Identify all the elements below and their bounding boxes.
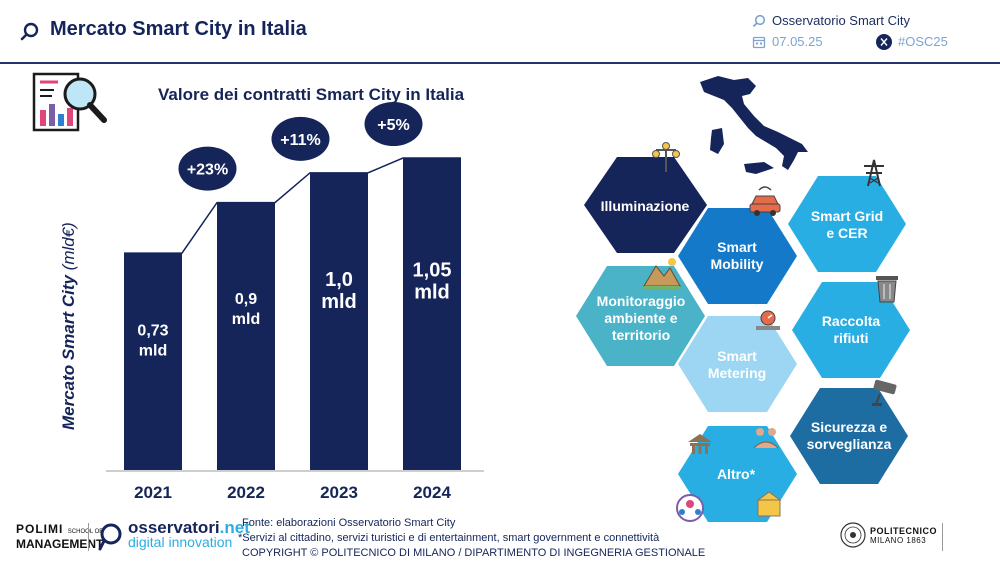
sector-label: Smart Mobility (711, 239, 764, 272)
header-date: 07.05.25 (772, 34, 823, 49)
y-axis-label-main: Mercato Smart City (59, 274, 78, 430)
chart-title: Valore dei contratti Smart City in Itali… (158, 85, 465, 104)
header-org: Osservatorio Smart City (772, 13, 910, 28)
sector-hexagons: Illuminazione Smart Mobility Smart Grid e … (576, 142, 910, 522)
osservatori-sub: digital innovation (128, 534, 233, 550)
sector-smart-metering: Smart Metering (678, 316, 797, 412)
polimi-line1: POLIMI (16, 522, 64, 536)
bar-2021 (124, 253, 182, 470)
page-title: Mercato Smart City in Italia (50, 18, 307, 40)
trend-line (124, 157, 461, 254)
y-axis-label: Mercato Smart City (mld€) (59, 222, 78, 430)
sector-label: Altro* (717, 466, 756, 482)
sector-label: Illuminazione (601, 198, 690, 214)
footer-separator (88, 523, 89, 551)
politecnico-logo: POLITECNICO MILANO 1863 (870, 526, 937, 546)
sector-sicurezza: Sicurezza e sorveglianza (790, 388, 908, 484)
footer-separator-right (942, 523, 943, 551)
y-axis-label-unit: (mld€) (59, 222, 78, 270)
cctv-camera-icon (872, 379, 897, 406)
sector-label: Smart Grid e CER (811, 208, 883, 241)
x-logo-icon (876, 34, 892, 50)
bar-chart: Mercato Smart City (mld€) 0,73 mld 2021 0,9… (59, 102, 484, 502)
footer-source: Fonte: elaborazioni Osservatorio Smart C… (242, 517, 456, 529)
sector-raccolta-rifiuti: Raccolta rifiuti (792, 282, 910, 378)
bar-2023 (310, 172, 368, 470)
growth-bubble (271, 116, 330, 161)
sector-label: Raccolta rifiuti (822, 313, 881, 346)
sector-monitoraggio: Monitoraggio ambiente e territorio (576, 266, 705, 366)
sector-illuminazione: Illuminazione (584, 157, 707, 253)
x-tick-label: 2021 (134, 483, 172, 502)
polimi-logo: POLIMI SCHOOL OF MANAGEMENT (16, 523, 103, 550)
power-pylon-icon (864, 159, 884, 187)
osservatori-main: osservatori (128, 518, 220, 537)
bar-value-label: 0,73 mld (137, 323, 168, 360)
growth-label: +11% (280, 132, 320, 149)
calendar-icon (752, 36, 766, 49)
x-tick-label: 2022 (227, 483, 265, 502)
mountain-landscape-icon (643, 258, 681, 289)
sector-smart-mobility: Smart Mobility (678, 208, 797, 304)
search-icon (752, 14, 766, 28)
osservatori-tld: .net (219, 518, 250, 537)
italy-map (700, 76, 808, 174)
header-hashtag: #OSC25 (898, 34, 948, 49)
bar-value-label: 0,9 mld (232, 291, 260, 328)
polimi-line2: MANAGEMENT (16, 537, 104, 551)
x-tick-label: 2023 (320, 483, 358, 502)
politecnico-name: POLITECNICO (870, 526, 938, 536)
trash-bin-icon (876, 276, 898, 303)
connected-car-icon (749, 186, 781, 216)
growth-label: +23% (187, 162, 228, 179)
bar-2024 (403, 158, 461, 470)
x-tick-label: 2024 (413, 483, 451, 502)
growth-bubble (178, 146, 237, 191)
sector-label: Smart Metering (708, 348, 766, 381)
politecnico-seal-icon (840, 522, 866, 548)
header-divider (0, 62, 1000, 64)
sector-label: Monitoraggio ambiente e territorio (597, 293, 686, 343)
growth-label: +5% (377, 117, 409, 134)
growth-bubble (364, 102, 423, 146)
footer-copyright: COPYRIGHT © POLITECNICO DI MILANO / DIPA… (242, 547, 706, 559)
meter-icon (756, 310, 780, 330)
sector-label: Sicurezza e sorveglianza (807, 419, 892, 452)
polimi-school: SCHOOL OF (67, 529, 103, 535)
politecnico-city: MILANO 1863 (870, 536, 927, 545)
osservatori-logo-icon (98, 523, 122, 551)
report-magnifier-icon (32, 72, 107, 132)
street-lamp-icon (652, 142, 680, 172)
osservatori-logo-text: osservatori.net digital innovation (128, 518, 250, 550)
bar-2022 (217, 202, 275, 471)
sector-smart-grid: Smart Grid e CER (788, 176, 906, 272)
magnifier-icon (20, 22, 39, 41)
civic-services-icons (676, 428, 782, 522)
bar-value-label: 1,05 mld (413, 260, 452, 304)
bar-value-label: 1,0 mld (321, 269, 357, 313)
footer-note: *Servizi al cittadino, servizi turistici… (238, 532, 660, 544)
